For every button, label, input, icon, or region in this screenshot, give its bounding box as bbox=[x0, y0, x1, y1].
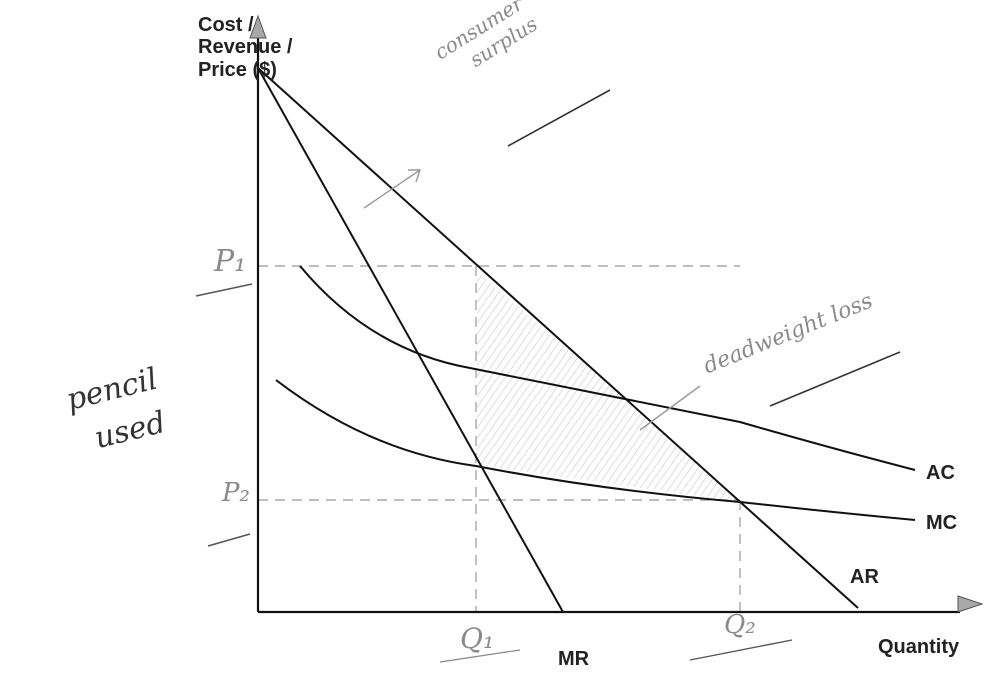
ac-curve bbox=[299, 265, 916, 471]
q2-underline bbox=[689, 639, 793, 661]
ar-demand-curve bbox=[257, 67, 859, 609]
consumer-surplus-arrowhead bbox=[408, 169, 421, 183]
y-axis-label-line-2: Revenue / bbox=[198, 36, 293, 59]
mc-curve bbox=[275, 379, 916, 521]
mr-curve bbox=[257, 67, 564, 613]
p2-tick-mark bbox=[207, 533, 251, 547]
consumer-surplus-arrow bbox=[363, 169, 421, 209]
deadweight-loss-underline bbox=[769, 351, 901, 407]
q2-handwritten-label: Q₂ bbox=[724, 610, 756, 640]
deadweight-loss-shading bbox=[477, 272, 740, 502]
p1-handwritten-label: P₁ bbox=[214, 244, 247, 279]
mc-label: MC bbox=[926, 512, 958, 534]
y-axis-label-line-3: Price ($) bbox=[198, 58, 277, 81]
ar-label: AR bbox=[850, 566, 879, 588]
x-axis-label: Quantity bbox=[878, 636, 960, 658]
q1-handwritten-label: Q₁ bbox=[460, 622, 495, 655]
p2-handwritten-label: P₂ bbox=[222, 478, 250, 508]
y-axis-label: Cost / Revenue / Price ($) bbox=[198, 14, 292, 81]
deadweight-loss-arrow bbox=[639, 385, 701, 431]
y-axis-arrow bbox=[249, 14, 267, 39]
q1-underline bbox=[439, 649, 521, 663]
x-axis-arrow bbox=[957, 595, 984, 613]
consumer-surplus-underline bbox=[507, 89, 611, 147]
y-axis-label-line-1: Cost / bbox=[198, 14, 254, 36]
mr-label: MR bbox=[558, 648, 590, 670]
ac-label: AC bbox=[926, 462, 955, 484]
p1-tick-mark bbox=[195, 283, 253, 297]
